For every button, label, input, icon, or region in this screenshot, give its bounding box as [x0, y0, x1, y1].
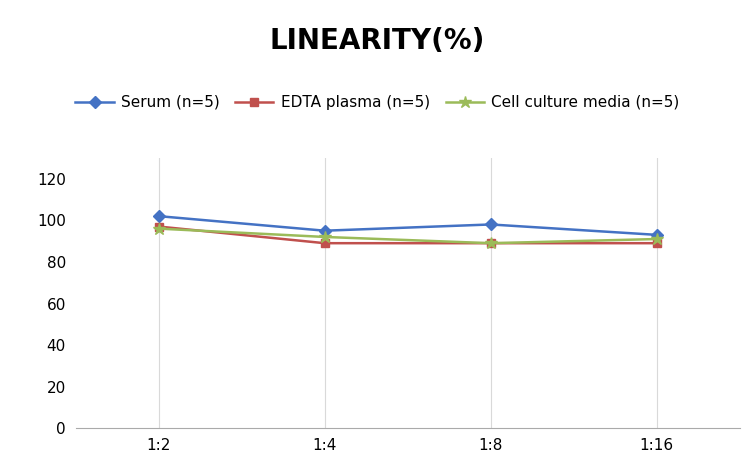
Cell culture media (n=5): [652, 236, 661, 242]
Cell culture media (n=5): [154, 226, 163, 231]
Cell culture media (n=5): [486, 240, 495, 246]
Legend: Serum (n=5), EDTA plasma (n=5), Cell culture media (n=5): Serum (n=5), EDTA plasma (n=5), Cell cul…: [69, 89, 686, 116]
Text: LINEARITY(%): LINEARITY(%): [270, 27, 485, 55]
EDTA plasma (n=5): [154, 224, 163, 229]
Serum (n=5): [154, 213, 163, 219]
Cell culture media (n=5): [320, 234, 329, 239]
Line: Serum (n=5): Serum (n=5): [154, 212, 661, 239]
EDTA plasma (n=5): [652, 240, 661, 246]
Serum (n=5): [486, 222, 495, 227]
EDTA plasma (n=5): [486, 240, 495, 246]
Serum (n=5): [652, 232, 661, 238]
EDTA plasma (n=5): [320, 240, 329, 246]
Line: EDTA plasma (n=5): EDTA plasma (n=5): [154, 222, 661, 247]
Serum (n=5): [320, 228, 329, 234]
Line: Cell culture media (n=5): Cell culture media (n=5): [153, 222, 663, 249]
